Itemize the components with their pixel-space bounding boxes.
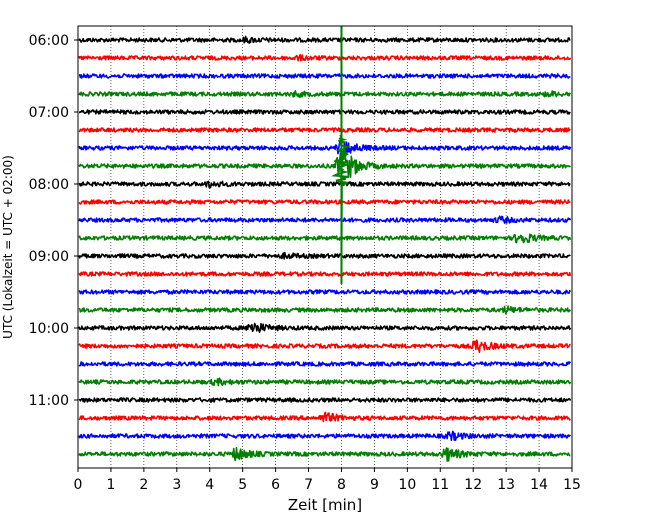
seismic-trace xyxy=(78,397,572,403)
x-tick-label: 3 xyxy=(172,477,181,493)
y-tick-label: 11:00 xyxy=(29,393,69,409)
seismic-trace xyxy=(78,35,571,44)
seismic-trace xyxy=(78,127,571,133)
x-tick-label: 10 xyxy=(398,477,416,493)
x-tick-label: 1 xyxy=(106,477,115,493)
x-tick-label: 9 xyxy=(370,477,379,493)
seismic-trace xyxy=(78,73,571,79)
x-tick-label: 5 xyxy=(238,477,247,493)
seismic-trace xyxy=(78,53,572,62)
seismic-trace xyxy=(78,377,572,387)
seismic-trace xyxy=(78,305,572,315)
traces xyxy=(78,26,572,462)
x-axis: 0 1 2 3 4 5 6 7 8 9 10 11 12 13 14 15 xyxy=(74,468,581,493)
y-axis-title: UTC (Lokalzeit = UTC + 02:00) xyxy=(1,155,15,339)
x-tick-label: 11 xyxy=(431,477,449,493)
seismic-trace xyxy=(78,411,571,423)
y-axis: 06:00 07:00 08:00 09:00 10:00 11:00 xyxy=(29,33,78,409)
x-tick-label: 7 xyxy=(304,477,313,493)
seismic-trace xyxy=(78,446,571,462)
y-tick-label: 06:00 xyxy=(29,33,69,49)
x-tick-label: 0 xyxy=(74,477,83,493)
seismic-trace xyxy=(78,271,572,277)
x-tick-label: 6 xyxy=(271,477,280,493)
x-tick-label: 4 xyxy=(205,477,214,493)
y-tick-label: 07:00 xyxy=(29,105,69,121)
seismic-trace xyxy=(78,90,572,98)
x-tick-label: 13 xyxy=(497,477,515,493)
seismic-trace xyxy=(78,339,572,354)
seismic-trace xyxy=(78,361,572,367)
x-tick-label: 14 xyxy=(530,477,548,493)
seismic-trace xyxy=(78,289,572,295)
seismic-trace xyxy=(78,109,571,115)
y-tick-label: 09:00 xyxy=(29,249,69,265)
x-tick-label: 8 xyxy=(337,477,346,493)
seismic-trace xyxy=(78,251,571,260)
x-axis-title: Zeit [min] xyxy=(288,496,362,514)
seismic-trace xyxy=(78,137,572,158)
x-tick-label: 12 xyxy=(464,477,482,493)
seismic-trace xyxy=(78,430,571,442)
seismic-trace xyxy=(78,233,572,244)
y-tick-label: 08:00 xyxy=(29,177,69,193)
y-tick-label: 10:00 xyxy=(29,321,69,337)
seismic-trace xyxy=(78,215,572,224)
seismic-trace xyxy=(78,199,571,205)
plot-frame xyxy=(77,25,573,469)
seismic-trace xyxy=(78,148,571,179)
seismic-trace xyxy=(78,322,572,333)
x-tick-label: 2 xyxy=(139,477,148,493)
x-tick-label: 15 xyxy=(563,477,581,493)
seismic-trace xyxy=(78,180,571,189)
